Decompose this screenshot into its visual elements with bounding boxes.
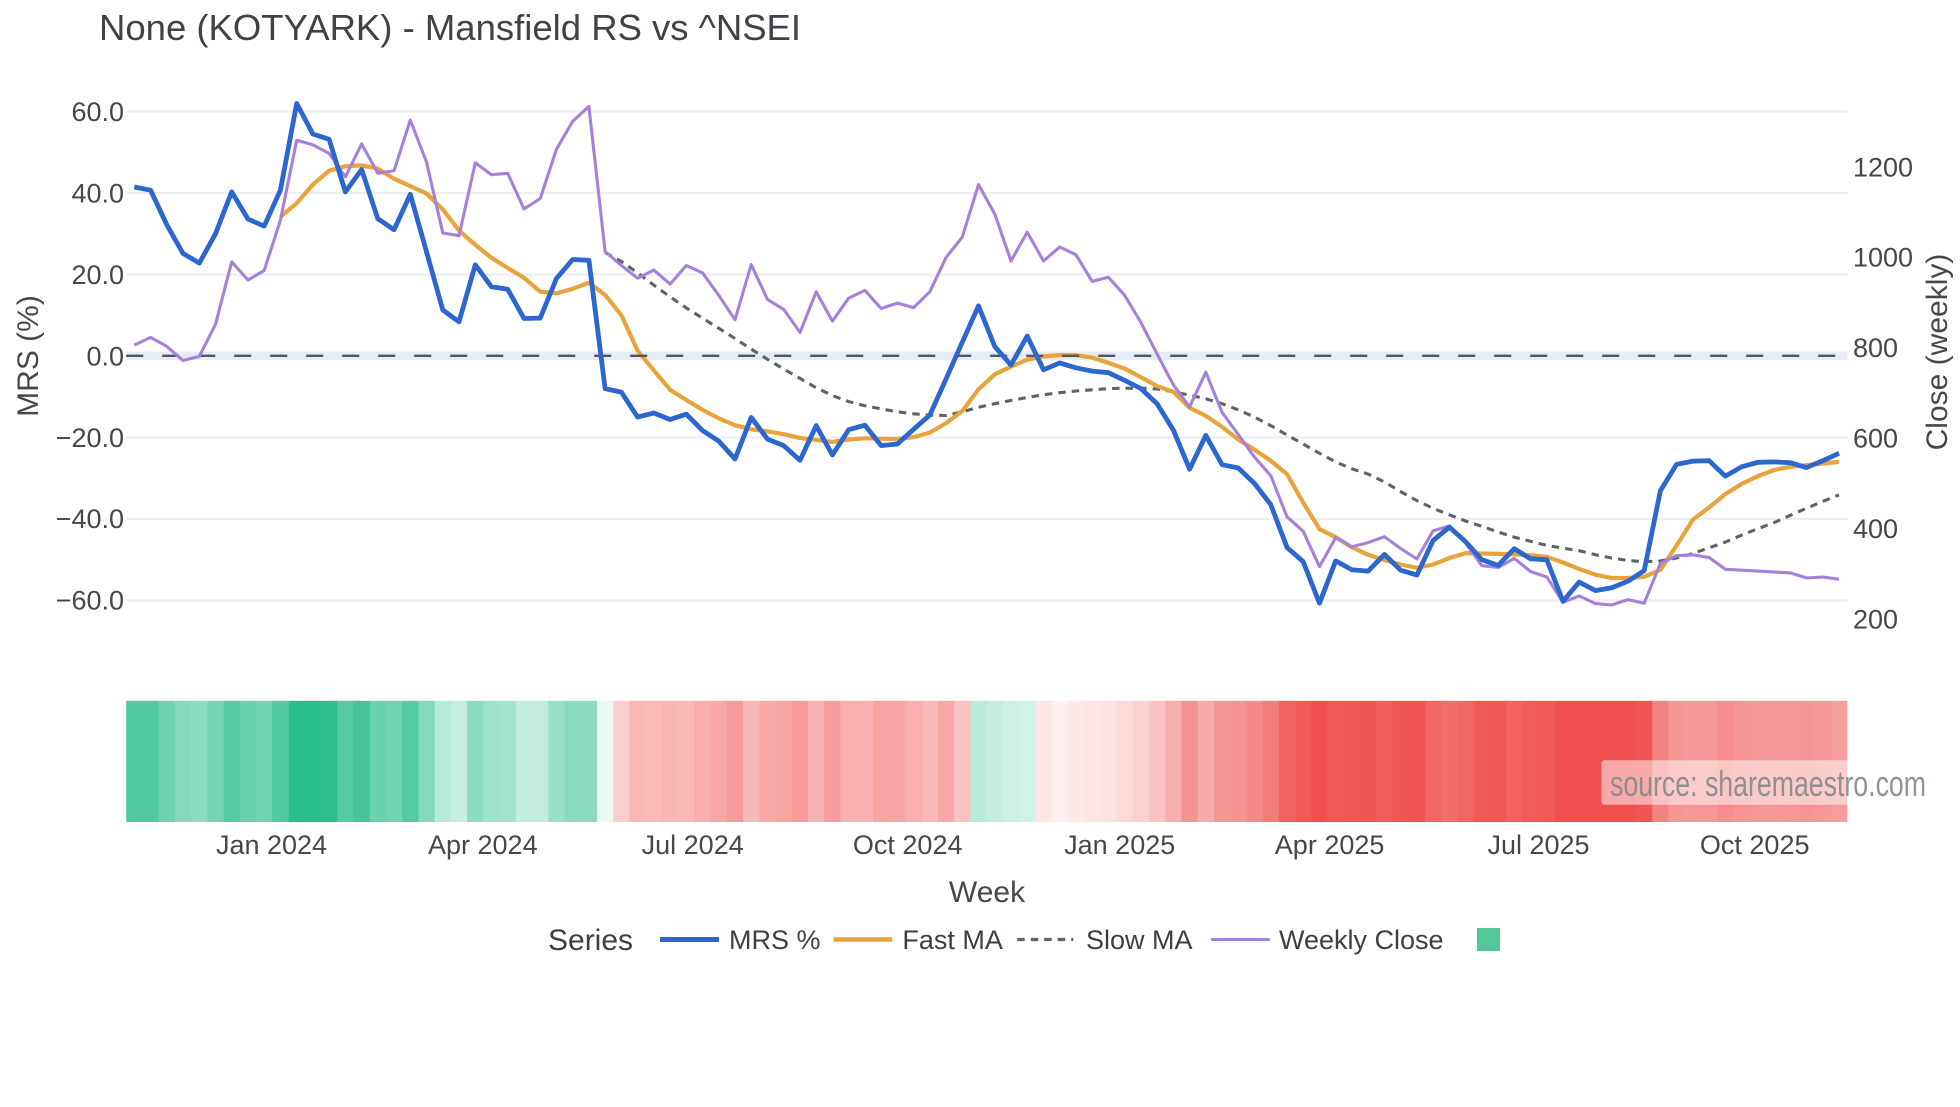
svg-text:60.0: 60.0	[71, 97, 124, 127]
svg-text:Jul 2025: Jul 2025	[1487, 830, 1589, 860]
svg-text:Jan 2024: Jan 2024	[216, 830, 327, 860]
svg-text:−40.0: −40.0	[56, 504, 124, 534]
svg-text:MRS %: MRS %	[729, 925, 821, 955]
svg-text:400: 400	[1853, 514, 1898, 544]
svg-text:Apr 2025: Apr 2025	[1275, 830, 1385, 860]
svg-text:0.0: 0.0	[86, 341, 124, 371]
svg-text:Oct 2024: Oct 2024	[853, 830, 963, 860]
svg-text:Oct 2025: Oct 2025	[1700, 830, 1810, 860]
svg-text:600: 600	[1853, 424, 1898, 454]
svg-text:200: 200	[1853, 604, 1898, 634]
svg-text:Slow MA: Slow MA	[1086, 925, 1193, 955]
svg-text:−60.0: −60.0	[56, 586, 124, 616]
svg-text:Jan 2025: Jan 2025	[1064, 830, 1175, 860]
svg-text:1000: 1000	[1853, 243, 1913, 273]
svg-text:−20.0: −20.0	[56, 423, 124, 453]
svg-text:Fast MA: Fast MA	[902, 925, 1003, 955]
svg-text:Week: Week	[949, 876, 1026, 909]
svg-text:1200: 1200	[1853, 152, 1913, 182]
svg-text:800: 800	[1853, 333, 1898, 363]
svg-text:Jul 2024: Jul 2024	[642, 830, 744, 860]
svg-text:Series: Series	[548, 924, 633, 957]
svg-text:40.0: 40.0	[71, 178, 124, 208]
svg-text:Close (weekly): Close (weekly)	[1921, 254, 1954, 451]
svg-text:20.0: 20.0	[71, 260, 124, 290]
svg-text:MRS (%): MRS (%)	[12, 295, 45, 417]
svg-text:Apr 2024: Apr 2024	[428, 830, 538, 860]
svg-text:None (KOTYARK) - Mansfield RS: None (KOTYARK) - Mansfield RS vs ^NSEI	[99, 7, 801, 48]
svg-text:source: sharemaestro.com: source: sharemaestro.com	[1610, 763, 1926, 804]
svg-text:Weekly Close: Weekly Close	[1279, 925, 1444, 955]
